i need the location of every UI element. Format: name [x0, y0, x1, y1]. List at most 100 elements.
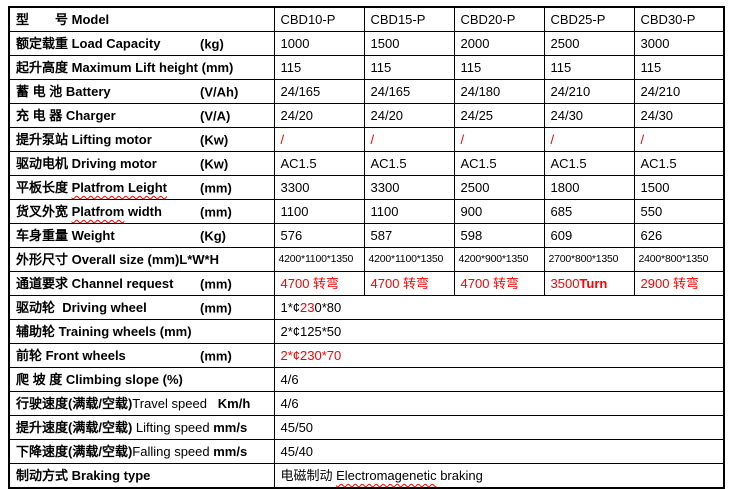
row-label-text: 辅助轮 Training wheels (mm)	[16, 324, 192, 339]
value-cell: AC1.5	[543, 151, 635, 176]
value-number: 3500	[550, 276, 580, 291]
row-label: 蓄 电 池 Battery (V/Ah)	[8, 79, 275, 104]
model-row-label: 型 号 Model	[8, 6, 275, 32]
row-label-text-zh: 下降速度(满载/空载)	[16, 444, 133, 459]
header-row: 型 号 Model CBD10-P CBD15-P CBD20-P CBD25-…	[8, 6, 725, 32]
row-unit: (mm)	[200, 276, 232, 291]
value-cell: 4200*900*1350	[453, 247, 545, 272]
row-label: 驱动电机 Driving motor (Kw)	[8, 151, 275, 176]
value-cell: /	[543, 127, 635, 152]
value-cell: 587	[363, 223, 455, 248]
value-cell: 24/165	[273, 79, 365, 104]
value-part: 电磁制动	[280, 468, 337, 483]
value-cell: 2400*800*1350	[633, 247, 725, 272]
value-cell: 24/30	[543, 103, 635, 128]
row-label: 额定载重 Load Capacity (kg)	[8, 31, 275, 56]
row-label-text: 爬 坡 度 Climbing slope (%)	[16, 372, 183, 387]
value-cell: /	[633, 127, 725, 152]
row-travel-speed: 行驶速度(满载/空载)Travel speed Km/h 4/6	[8, 391, 725, 416]
row-label: 下降速度(满载/空载)Falling speed mm/s	[8, 439, 275, 464]
row-unit: (V/Ah)	[200, 84, 239, 99]
row-label-text: 提升泵站 Lifting motor	[16, 132, 152, 147]
row-charger: 充 电 器 Charger (V/A) 24/20 24/20 24/25 24/…	[8, 103, 725, 128]
value-cell: AC1.5	[273, 151, 365, 176]
row-label-text-en: Falling speed	[132, 444, 214, 459]
row-label: 车身重量 Weight (Kg)	[8, 223, 275, 248]
value-cell: 4200*1100*1350	[363, 247, 455, 272]
value-cell: 2500	[543, 31, 635, 56]
row-label: 驱动轮 Driving wheel (mm)	[8, 295, 275, 320]
value-cell: 24/210	[633, 79, 725, 104]
value-cell-merged: 电磁制动 Electromagenetic braking	[273, 463, 725, 489]
row-label-text: 驱动轮 Driving wheel	[16, 300, 147, 315]
row-label: 行驶速度(满载/空载)Travel speed Km/h	[8, 391, 275, 416]
model-name-cell: CBD20-P	[453, 6, 545, 32]
value-cell: 3300	[273, 175, 365, 200]
row-label: 提升速度(满载/空载) Lifting speed mm/s	[8, 415, 275, 440]
row-driving-motor: 驱动电机 Driving motor (Kw) AC1.5 AC1.5 AC1.5…	[8, 151, 725, 176]
value-cell: 1100	[273, 199, 365, 224]
row-label: 前轮 Front wheels (mm)	[8, 343, 275, 368]
value-cell: 115	[363, 55, 455, 80]
spec-table: 型 号 Model CBD10-P CBD15-P CBD20-P CBD25-…	[8, 6, 725, 489]
row-unit: (Kw)	[200, 132, 229, 147]
model-name-cell: CBD10-P	[273, 6, 365, 32]
row-label-text: 蓄 电 池 Battery	[16, 84, 111, 99]
value-cell: 115	[543, 55, 635, 80]
row-driving-wheel: 驱动轮 Driving wheel (mm) 1*¢230*80	[8, 295, 725, 320]
row-lifting-motor: 提升泵站 Lifting motor (Kw) / / / / /	[8, 127, 725, 152]
model-name-cell: CBD15-P	[363, 6, 455, 32]
row-unit: (kg)	[200, 36, 224, 51]
row-unit: (Kw)	[200, 156, 229, 171]
row-unit: (mm)	[200, 300, 232, 315]
row-label-text: 前轮 Front wheels	[16, 348, 126, 363]
row-front-wheels: 前轮 Front wheels (mm) 2*¢230*70	[8, 343, 725, 368]
value-cell: 1000	[273, 31, 365, 56]
value-cell: 550	[633, 199, 725, 224]
row-unit: (mm)	[200, 348, 232, 363]
value-cell: 24/20	[273, 103, 365, 128]
value-part: 1*¢	[280, 300, 301, 315]
value-cell: 1500	[363, 31, 455, 56]
row-label-text-en: Braking type	[71, 468, 151, 483]
value-part: braking	[436, 468, 483, 483]
row-label-text: 通道要求 Channel request	[16, 276, 174, 291]
value-part: 0*80	[314, 300, 342, 315]
value-cell: /	[273, 127, 365, 152]
row-label-text-zh: 平板长度	[16, 180, 72, 195]
value-cell: 115	[633, 55, 725, 80]
row-label-text: 额定载重 Load Capacity	[16, 36, 161, 51]
row-label-text: 外形尺寸 Overall size (mm)L*W*H	[16, 252, 219, 267]
value-cell: AC1.5	[363, 151, 455, 176]
model-name-cell: CBD25-P	[543, 6, 635, 32]
row-lifting-speed: 提升速度(满载/空载) Lifting speed mm/s 45/50	[8, 415, 725, 440]
row-label-text-rest: width	[124, 204, 162, 219]
value-cell: 900	[453, 199, 545, 224]
row-label: 平板长度 Platfrom Leight (mm)	[8, 175, 275, 200]
row-label: 外形尺寸 Overall size (mm)L*W*H	[8, 247, 275, 272]
row-falling-speed: 下降速度(满载/空载)Falling speed mm/s 45/40	[8, 439, 725, 464]
value-cell: /	[453, 127, 545, 152]
row-weight: 车身重量 Weight (Kg) 576 587 598 609 626	[8, 223, 725, 248]
row-label: 起升高度 Maximum Lift height (mm)	[8, 55, 275, 80]
row-label: 提升泵站 Lifting motor (Kw)	[8, 127, 275, 152]
value-cell: /	[363, 127, 455, 152]
row-label-text-zh: 提升速度(满载/空载)	[16, 420, 136, 435]
value-cell: 3300	[363, 175, 455, 200]
row-label-text-zh: 货叉外宽	[16, 204, 72, 219]
model-row-label-text: 型 号 Model	[16, 12, 110, 27]
row-braking-type: 制动方式 Braking type 电磁制动 Electromagenetic …	[8, 463, 725, 489]
value-cell: 24/210	[543, 79, 635, 104]
value-cell: 1500	[633, 175, 725, 200]
value-cell: 2500	[453, 175, 545, 200]
row-label-text-en: Lifting speed	[135, 420, 214, 435]
value-cell: 3500Turn	[543, 271, 635, 296]
value-cell: 24/180	[453, 79, 545, 104]
value-cell: 598	[453, 223, 545, 248]
row-platform-width: 货叉外宽 Platfrom width (mm) 1100 1100 900 68…	[8, 199, 725, 224]
value-cell-merged: 2*¢230*70	[273, 343, 725, 368]
row-load-capacity: 额定载重 Load Capacity (kg) 1000 1500 2000 25…	[8, 31, 725, 56]
row-battery: 蓄 电 池 Battery (V/Ah) 24/165 24/165 24/180…	[8, 79, 725, 104]
value-cell-merged: 45/50	[273, 415, 725, 440]
